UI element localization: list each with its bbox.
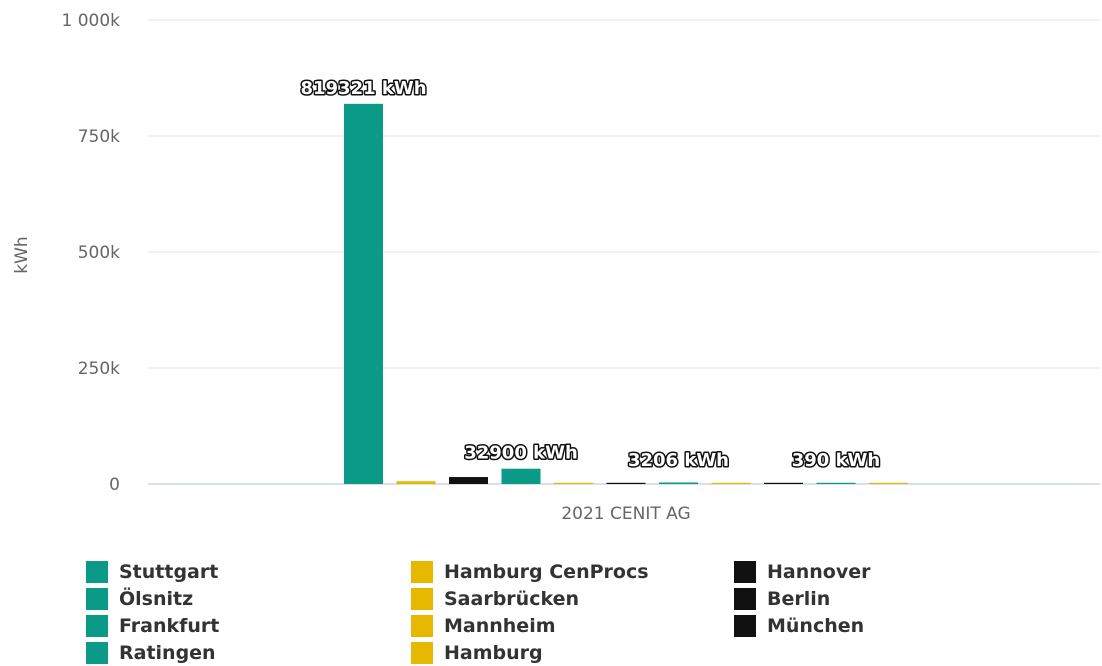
legend-item[interactable]: München	[734, 612, 870, 639]
legend-swatch	[86, 641, 108, 664]
legend-label: Hamburg	[444, 641, 543, 664]
legend: Stuttgart Ölsnitz Frankfurt Ratingen Hamburg…	[86, 558, 986, 666]
legend-label: Hamburg CenProcs	[444, 560, 649, 583]
legend-item[interactable]: Saarbrücken	[411, 585, 649, 612]
legend-swatch	[86, 587, 108, 610]
legend-item[interactable]: Ölsnitz	[86, 585, 219, 612]
bar-münchen	[764, 482, 803, 484]
legend-item[interactable]: Ratingen	[86, 639, 219, 666]
y-tick-label: 250k	[78, 359, 120, 379]
bar-ölsnitz	[501, 468, 541, 484]
y-tick-label: 750k	[78, 127, 120, 147]
bar-berlin	[606, 482, 646, 484]
bar-mannheim	[711, 482, 751, 484]
data-label: 819321 kWh	[300, 78, 426, 99]
data-label: 3206 kWh	[628, 450, 729, 471]
legend-column: Stuttgart Ölsnitz Frankfurt Ratingen	[86, 558, 219, 666]
legend-column: Hamburg CenProcs Saarbrücken Mannheim Hambu…	[411, 558, 649, 666]
bar-hamburg	[869, 482, 908, 484]
x-axis-category-label: 2021 CENIT AG	[561, 504, 690, 524]
bar-hannover	[449, 477, 488, 484]
legend-label: Saarbrücken	[444, 587, 579, 610]
legend-item[interactable]: Stuttgart	[86, 558, 219, 585]
legend-label: Ölsnitz	[119, 587, 194, 610]
legend-swatch	[734, 560, 756, 583]
data-label: 390 kWh	[792, 450, 880, 471]
data-label: 32900 kWh	[464, 443, 578, 464]
y-axis-title: kWh	[12, 236, 32, 273]
gridlines	[148, 19, 1100, 369]
legend-label: Frankfurt	[119, 614, 220, 637]
legend-item[interactable]: Mannheim	[411, 612, 649, 639]
legend-label: Stuttgart	[119, 560, 219, 583]
legend-label: Ratingen	[119, 641, 216, 664]
legend-item[interactable]: Hamburg	[411, 639, 649, 666]
legend-swatch	[86, 560, 108, 583]
legend-item[interactable]: Hamburg CenProcs	[411, 558, 649, 585]
legend-column: Hannover Berlin München	[734, 558, 870, 639]
legend-swatch	[734, 614, 756, 637]
legend-item[interactable]: Hannover	[734, 558, 870, 585]
legend-swatch	[411, 587, 433, 610]
legend-swatch	[86, 614, 108, 637]
bar-saarbrücken	[554, 482, 593, 484]
bar-stuttgart	[344, 103, 383, 484]
bar-hamburg-cenprocs	[396, 481, 436, 484]
legend-label: Hannover	[767, 560, 871, 583]
legend-label: Mannheim	[444, 614, 556, 637]
legend-swatch	[411, 560, 433, 583]
bar-frankfurt	[659, 482, 698, 484]
bar-chart: 0 250k 500k 750k 1 000k kWh 819321 kWh 32900 …	[12, 11, 1100, 524]
y-axis-ticks: 0 250k 500k 750k 1 000k	[61, 11, 120, 495]
bars	[344, 103, 908, 484]
legend-swatch	[411, 614, 433, 637]
y-tick-label: 0	[109, 475, 120, 495]
y-tick-label: 1 000k	[61, 11, 120, 31]
legend-swatch	[411, 641, 433, 664]
legend-item[interactable]: Berlin	[734, 585, 870, 612]
data-labels: 819321 kWh 32900 kWh 3206 kWh 390 kWh	[299, 76, 882, 472]
legend-label: München	[767, 614, 865, 637]
bar-ratingen	[816, 482, 856, 484]
legend-label: Berlin	[767, 587, 831, 610]
legend-swatch	[734, 587, 756, 610]
y-tick-label: 500k	[78, 243, 120, 263]
legend-item[interactable]: Frankfurt	[86, 612, 219, 639]
